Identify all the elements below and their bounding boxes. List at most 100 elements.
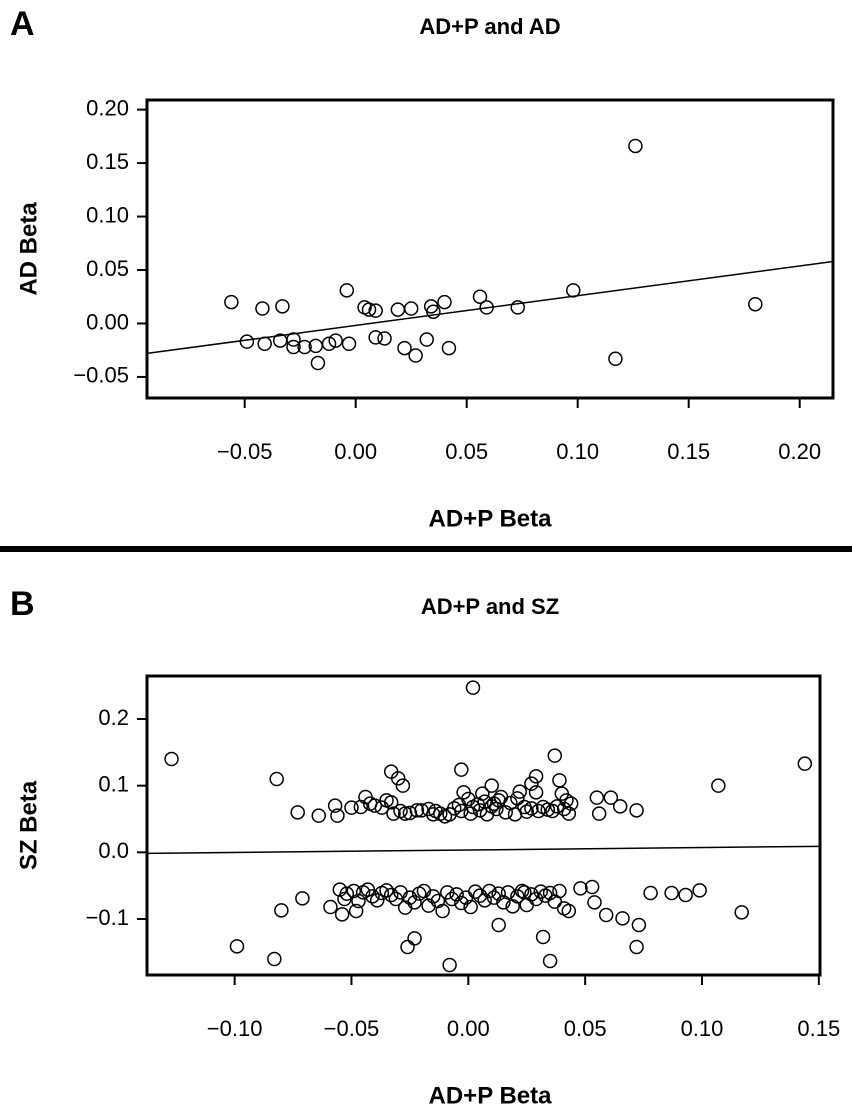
point (533, 884, 549, 899)
y-tick-label: 0.05 (86, 256, 129, 281)
point (365, 889, 380, 904)
point (274, 903, 289, 918)
point (573, 881, 588, 896)
point (400, 939, 415, 955)
point (587, 895, 602, 910)
y-tick-label: 0.0 (98, 838, 129, 863)
point (224, 294, 239, 310)
x-tick-label: 0.05 (445, 439, 488, 464)
point (441, 340, 457, 356)
point (643, 885, 658, 901)
point (517, 885, 532, 900)
point (295, 891, 310, 906)
point (589, 790, 605, 805)
point (367, 798, 383, 813)
point (229, 939, 245, 954)
point (507, 807, 523, 822)
x-tick-label: 0.00 (447, 1016, 490, 1041)
point (426, 304, 441, 319)
point (468, 884, 483, 899)
point (426, 889, 441, 904)
divider (0, 546, 852, 552)
y-tick-label: −0.05 (73, 363, 129, 388)
point (472, 888, 488, 903)
point (535, 929, 551, 945)
point (603, 790, 619, 805)
point (528, 769, 544, 784)
point (310, 355, 326, 371)
point (368, 303, 383, 318)
y-tick-label: 0.20 (86, 95, 129, 120)
point (383, 887, 399, 903)
point (361, 302, 377, 317)
point (409, 803, 425, 818)
point (275, 299, 290, 314)
point (524, 887, 539, 902)
point (734, 905, 749, 920)
point (531, 803, 546, 819)
point (323, 899, 338, 915)
point (339, 283, 355, 298)
point (421, 898, 436, 913)
point (379, 883, 394, 898)
point (437, 294, 452, 310)
point (631, 917, 647, 933)
point (257, 336, 272, 352)
y-tick-label: 0.2 (98, 705, 129, 730)
point (479, 300, 494, 315)
panel-label: B (10, 585, 35, 623)
point (561, 903, 577, 919)
point (403, 301, 419, 316)
point (402, 890, 418, 905)
point (528, 891, 544, 907)
point (286, 339, 301, 355)
x-tick-label: −0.05 (217, 439, 273, 464)
point (475, 786, 490, 801)
point (407, 931, 422, 946)
point (348, 903, 364, 919)
x-tick-label: 0.15 (667, 439, 710, 464)
point (510, 300, 526, 315)
point (519, 804, 534, 819)
point (477, 893, 492, 908)
point (269, 771, 284, 787)
x-tick-label: 0.10 (556, 439, 599, 464)
plot-frame (145, 674, 822, 977)
point (542, 953, 558, 969)
point (628, 138, 643, 154)
point (290, 805, 305, 820)
x-tick-label: −0.10 (207, 1016, 263, 1041)
point (484, 778, 499, 793)
x-tick-label: 0.00 (334, 439, 377, 464)
point (510, 889, 525, 904)
point (328, 333, 343, 348)
y-axis-label: SZ Beta (15, 780, 42, 870)
point (383, 795, 399, 810)
point (435, 903, 450, 919)
point (390, 302, 406, 317)
fit-line (146, 260, 834, 355)
point (353, 799, 369, 815)
point (344, 800, 359, 815)
point (327, 798, 343, 813)
point (491, 886, 506, 901)
point (239, 334, 255, 349)
fit-line (146, 845, 821, 855)
point (472, 289, 488, 304)
point (369, 893, 385, 908)
point (584, 879, 600, 895)
point (608, 351, 623, 367)
chart-title: AD+P and SZ (421, 594, 559, 619)
point (454, 762, 469, 777)
point (330, 808, 345, 823)
point (255, 301, 270, 316)
point (397, 340, 412, 356)
point (337, 891, 352, 907)
point (514, 883, 530, 899)
x-axis-label: AD+P Beta (429, 1082, 553, 1109)
y-tick-label: 0.00 (86, 309, 129, 334)
point (463, 899, 478, 915)
point (426, 807, 441, 822)
